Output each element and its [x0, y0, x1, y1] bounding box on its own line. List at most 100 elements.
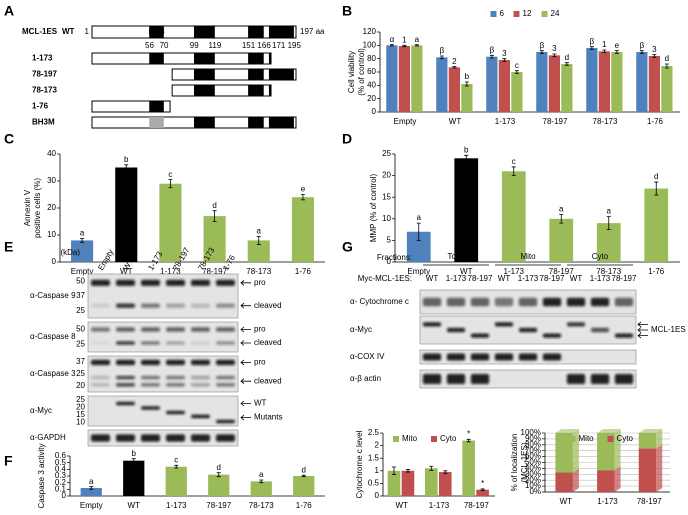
blot-band — [166, 303, 185, 308]
chart: 0 20 40 60 80 100 120 Cell viability (% of contr… — [347, 9, 680, 126]
blot-band — [191, 375, 210, 380]
bar — [596, 223, 621, 262]
legend-label: 24 — [551, 9, 560, 18]
bar-depth — [656, 444, 663, 492]
bar — [293, 476, 315, 496]
y-axis-label: Caspase 3 activity — [37, 444, 46, 509]
bar — [586, 48, 598, 112]
error-bar — [80, 238, 85, 243]
error-bar — [300, 194, 305, 201]
bar — [247, 240, 270, 262]
blot-band — [166, 327, 185, 332]
blot-band — [566, 297, 586, 307]
legend-label: Cyto — [440, 434, 457, 443]
error-bar — [443, 470, 448, 474]
x-tick-label: 1-173 — [504, 267, 525, 276]
arrow — [637, 332, 648, 339]
panel-label: B — [342, 3, 352, 19]
error-bar — [416, 222, 421, 241]
start-label: 1 — [85, 27, 90, 36]
y-tick-label: 15 — [382, 192, 391, 201]
error-bar — [614, 50, 619, 54]
bar — [638, 448, 657, 492]
y-tick-label: 20 — [382, 171, 391, 180]
band-label: pro — [254, 325, 266, 334]
axes — [59, 154, 325, 263]
domain-name: TM — [276, 27, 288, 36]
error-bar — [664, 63, 669, 69]
y-tick-label: 20 — [367, 94, 376, 103]
antibody-label: α- Cytochrome c — [350, 297, 409, 306]
y-tick-label: 10 — [47, 230, 56, 239]
y-tick-label: 1 — [375, 466, 380, 475]
position-label: 99 — [190, 41, 199, 50]
x-tick-label: 1-173 — [160, 267, 181, 276]
error-bar — [452, 66, 457, 69]
construct-domain — [268, 85, 272, 96]
y-axis-label: positive cells (%) — [33, 178, 42, 238]
x-tick-label: Empty — [80, 501, 103, 510]
bar — [436, 57, 448, 112]
bar-annotation: a — [257, 226, 262, 235]
blot-band — [166, 383, 185, 387]
marker-label: 25 — [76, 395, 85, 404]
blot-band — [590, 327, 610, 333]
error-bar — [402, 44, 407, 48]
construct-bar — [91, 52, 272, 65]
construct-domain — [194, 69, 215, 80]
blot-band — [191, 327, 210, 332]
legend-label: Mito — [402, 434, 418, 443]
bar — [439, 472, 452, 496]
band-label: Mutants — [254, 413, 282, 422]
blot-band — [422, 297, 442, 307]
bar-annotation: b — [465, 72, 470, 81]
bar-annotation: 1 — [402, 35, 407, 44]
construct-name: 78-173 — [32, 86, 57, 95]
marker-label: 50 — [76, 276, 85, 285]
domain — [149, 26, 164, 38]
bar — [498, 60, 510, 112]
bar — [598, 51, 610, 112]
y-tick-label: 0.4 — [55, 464, 67, 473]
error-bar — [389, 44, 394, 47]
y-tick-label: 0 — [52, 257, 57, 266]
bar-annotation: β — [590, 37, 595, 46]
arrow — [240, 340, 251, 346]
error-bar — [212, 210, 217, 222]
blot-band — [216, 359, 235, 366]
bar-annotation: 3 — [502, 49, 507, 58]
axes — [379, 32, 680, 113]
legend-label: Cyto — [617, 434, 634, 443]
bar — [159, 183, 182, 262]
x-tick-label: WT — [449, 117, 462, 126]
bar — [448, 67, 460, 112]
error-bar — [256, 235, 261, 245]
marker-label: 10 — [76, 417, 85, 426]
construct-domain — [149, 101, 164, 112]
bar-annotation: β — [640, 41, 645, 50]
fraction-label: Total — [448, 252, 465, 261]
y-tick-label: 0.5 — [55, 458, 67, 467]
length-label: 197 aa — [300, 27, 325, 36]
error-bar — [589, 46, 594, 50]
y-tick-label: 100% — [521, 428, 541, 437]
y-tick-label: 0.3 — [55, 471, 67, 480]
y-tick-label: 2 — [375, 441, 380, 450]
marker-label: 20 — [76, 381, 85, 390]
bar-annotation: a — [89, 477, 94, 486]
x-tick-label: Empty — [71, 267, 94, 276]
blot-band — [116, 434, 135, 442]
blot-band — [542, 333, 562, 338]
band-label: cleaved — [254, 301, 282, 310]
bar — [597, 433, 615, 471]
blot-band — [446, 353, 466, 361]
bar-annotation: 3 — [552, 44, 557, 53]
blot-band — [191, 414, 210, 419]
bar-annotation: d — [217, 463, 221, 472]
x-tick-label: 1-173 — [429, 501, 450, 510]
position-label: 70 — [160, 41, 169, 50]
legend-label: Mito — [579, 434, 595, 443]
x-tick-label: Empty — [394, 117, 417, 126]
blot-band — [590, 374, 610, 384]
